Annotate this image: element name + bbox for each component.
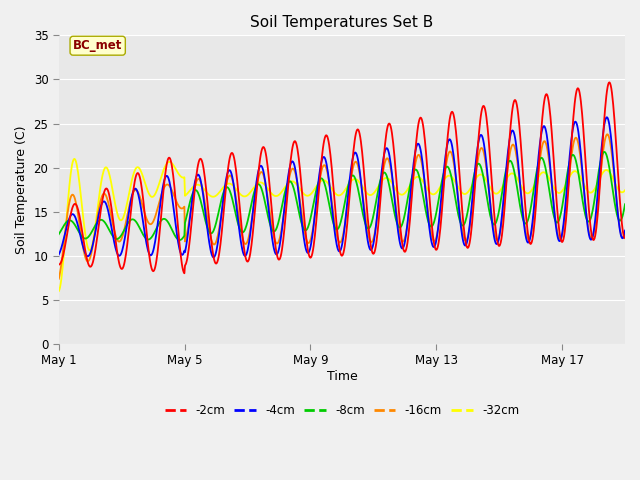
- X-axis label: Time: Time: [326, 370, 357, 383]
- Title: Soil Temperatures Set B: Soil Temperatures Set B: [250, 15, 433, 30]
- Legend: -2cm, -4cm, -8cm, -16cm, -32cm: -2cm, -4cm, -8cm, -16cm, -32cm: [160, 399, 524, 421]
- Y-axis label: Soil Temperature (C): Soil Temperature (C): [15, 125, 28, 254]
- Text: BC_met: BC_met: [73, 39, 122, 52]
